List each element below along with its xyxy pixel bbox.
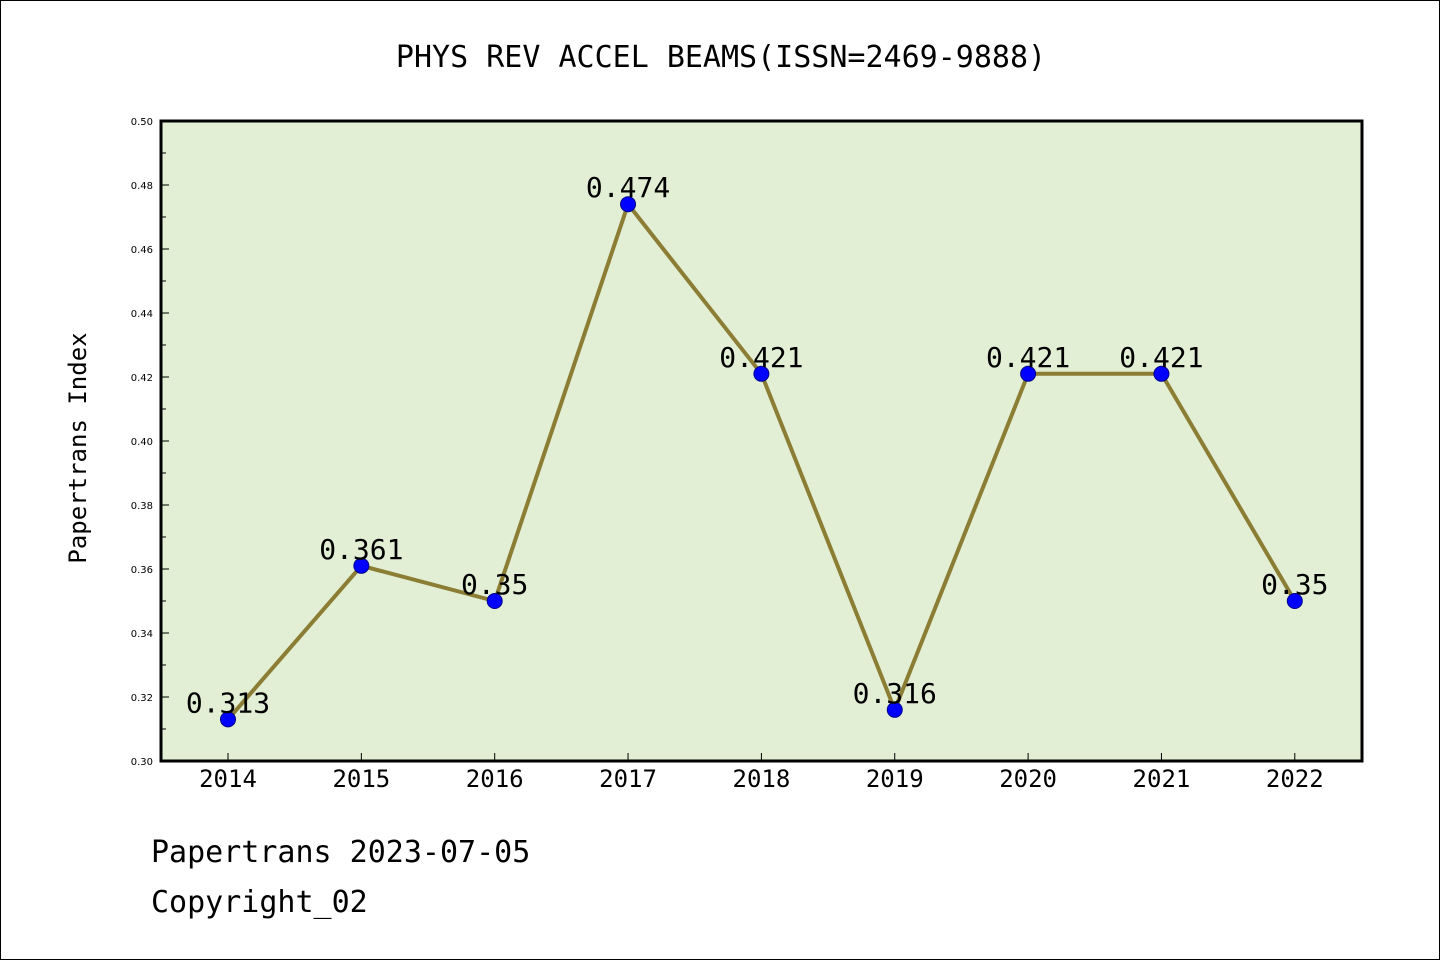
y-tick-label: 0.42 (131, 373, 153, 384)
plot-area (159, 119, 1364, 763)
y-tick-label: 0.36 (131, 565, 153, 576)
y-tick-label: 0.48 (131, 181, 153, 192)
x-tick-label: 2015 (332, 765, 390, 793)
data-point (220, 711, 236, 728)
y-tick-label: 0.40 (131, 437, 153, 448)
data-point (620, 196, 637, 213)
data-label: 0.35 (461, 568, 528, 601)
data-point (1286, 593, 1303, 609)
data-label: 0.313 (186, 686, 270, 719)
data-point (353, 557, 370, 574)
data-point (486, 593, 503, 609)
x-tick-label: 2019 (866, 765, 924, 793)
y-tick-label: 0.32 (131, 693, 153, 704)
y-tick-label: 0.44 (131, 309, 153, 320)
x-tick-label: 2020 (999, 765, 1057, 793)
y-axis: 0.30 0.32 0.34 0.36 0.38 0.40 0.42 0.44 0.46 0.48… (131, 117, 169, 768)
x-tick-label: 2022 (1266, 765, 1324, 793)
data-label: 0.35 (1261, 568, 1328, 601)
x-tick-label: 2018 (733, 765, 791, 793)
data-point (1153, 365, 1170, 382)
x-tick-label: 2016 (466, 765, 524, 793)
x-axis: 2014 2015 2016 2017 2018 2019 2020 2021 2022 (199, 753, 1324, 793)
y-tick-label: 0.38 (131, 501, 153, 512)
series-layer: 0.313 0.361 0.35 0.474 0.421 0.316 0.421 0.421 0… (186, 171, 1329, 728)
y-tick-label: 0.46 (131, 245, 153, 256)
data-point (1020, 365, 1037, 382)
y-axis-label: Papertrans Index (64, 332, 92, 563)
data-point (753, 365, 770, 382)
x-tick-label: 2014 (199, 765, 257, 793)
data-label: 0.421 (719, 341, 803, 374)
y-tick-label: 0.30 (131, 757, 153, 768)
data-label: 0.421 (1119, 341, 1203, 374)
chart-title: PHYS REV ACCEL BEAMS(ISSN=2469-9888) (396, 40, 1046, 75)
y-tick-label: 0.50 (131, 117, 153, 128)
x-tick-label: 2017 (599, 765, 657, 793)
data-point (886, 701, 903, 718)
footer-copyright-line: Copyright_02 (151, 885, 368, 920)
x-tick-label: 2021 (1133, 765, 1191, 793)
data-label: 0.474 (586, 171, 670, 204)
data-label: 0.421 (986, 341, 1070, 374)
footer-date-line: Papertrans 2023-07-05 (151, 835, 531, 870)
y-tick-label: 0.34 (131, 629, 153, 640)
data-label: 0.361 (319, 533, 403, 566)
data-label: 0.316 (853, 677, 937, 710)
